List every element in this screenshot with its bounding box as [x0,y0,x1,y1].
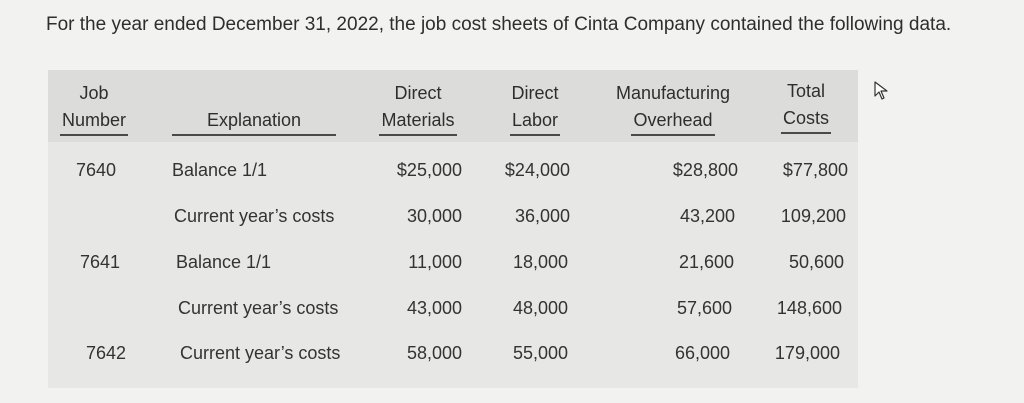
cell-total-costs: 148,600 [776,298,842,318]
header-explanation: Explanation [170,107,338,136]
cell-direct-materials: 58,000 [406,343,462,363]
cell-explanation: Current year’s costs [178,298,339,318]
cell-manufacturing-overhead: 21,600 [678,252,734,272]
cell-manufacturing-overhead: 57,600 [676,298,732,318]
cell-direct-labor: $24,000 [504,160,570,180]
header-job-number: Job Number [54,80,134,136]
cell-total-costs: $77,800 [782,160,848,180]
cell-total-costs: 179,000 [774,343,840,363]
cell-direct-materials: $25,000 [396,160,462,180]
cell-job: 7642 [86,343,127,363]
mouse-cursor-icon [874,81,888,100]
intro-text: For the year ended December 31, 2022, th… [46,14,952,35]
cell-direct-materials: 43,000 [406,298,462,318]
cell-explanation: Current year’s costs [174,206,335,226]
cell-total-costs: 50,600 [788,252,844,272]
header-direct-materials: Direct Materials [370,80,466,136]
header-total-costs: Total Costs [766,78,846,134]
cell-direct-labor: 48,000 [512,298,568,318]
cell-manufacturing-overhead: $28,800 [672,160,738,180]
header-manufacturing-overhead: Manufacturing Overhead [600,80,746,136]
cell-manufacturing-overhead: 43,200 [679,206,735,226]
cell-job: 7641 [80,252,121,272]
cell-explanation: Balance 1/1 [172,160,268,180]
header-direct-labor: Direct Labor [490,80,580,136]
cell-explanation: Current year’s costs [180,343,341,363]
cell-total-costs: 109,200 [780,206,846,226]
cell-direct-labor: 18,000 [512,252,568,272]
job-cost-table: Job Number Explanation Direct Materials … [48,70,858,388]
cell-direct-materials: 30,000 [406,206,462,226]
cell-job: 7640 [76,160,117,180]
cell-manufacturing-overhead: 66,000 [674,343,730,363]
cell-direct-labor: 36,000 [514,206,570,226]
cell-explanation: Balance 1/1 [176,252,272,272]
cell-direct-materials: 11,000 [408,252,462,272]
cell-direct-labor: 55,000 [512,343,568,363]
table-header [48,70,858,142]
